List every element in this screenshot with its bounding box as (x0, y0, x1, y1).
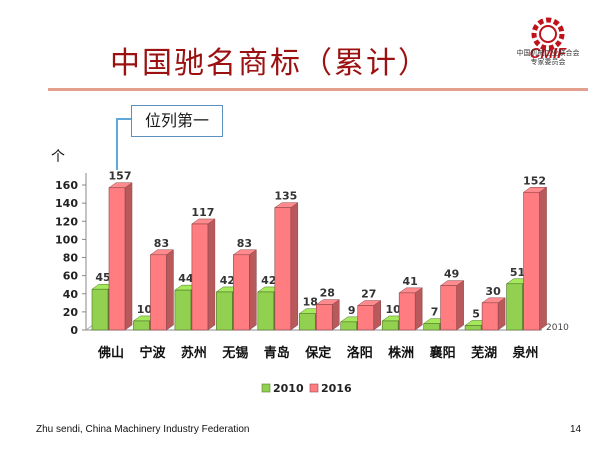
category-label-泉州: 泉州 (513, 345, 539, 361)
category-label-无锡: 无锡 (221, 345, 248, 361)
legend-label-2016: 2016 (321, 382, 352, 395)
value-label-2016-株洲: 41 (403, 275, 418, 288)
value-label-2010-佛山: 45 (95, 271, 110, 284)
gear-icon (531, 17, 565, 51)
callout-connector-vertical (116, 118, 118, 170)
legend-label-2010: 2010 (273, 382, 304, 395)
y-tick-label: 160 (55, 179, 78, 192)
bar-side-2016-佛山 (124, 182, 133, 331)
bar-2010-佛山 (91, 288, 109, 331)
slide-title: 中国驰名商标（累计） (110, 46, 430, 81)
value-label-2016-苏州: 117 (191, 206, 214, 219)
y-tick-label: 20 (63, 306, 79, 319)
bar-side-2016-苏州 (207, 218, 216, 331)
bar-2016-无锡 (233, 254, 250, 331)
bar-2016-保定 (315, 304, 333, 331)
bar-2010-保定 (298, 313, 316, 331)
category-label-保定: 保定 (304, 345, 331, 361)
bar-side-2016-泉州 (539, 186, 547, 331)
value-label-2016-洛阳: 27 (361, 288, 376, 301)
logo-org-name: 中国机械工业联合会 (516, 49, 580, 57)
bar-2010-襄阳 (423, 323, 440, 331)
value-label-2010-青岛: 42 (261, 274, 276, 287)
bar-2016-宁波 (150, 254, 167, 331)
value-label-2010-宁波: 10 (137, 303, 153, 316)
y-tick-label: 40 (63, 288, 79, 301)
bar-2010-洛阳 (340, 321, 358, 331)
value-label-2010-襄阳: 7 (431, 306, 439, 319)
bar-2010-青岛 (257, 291, 275, 331)
bar-2016-株洲 (398, 292, 416, 331)
y-tick-label: 60 (63, 270, 79, 283)
value-label-2010-洛阳: 9 (348, 304, 356, 317)
y-tick-label: 120 (55, 215, 78, 228)
page-number: 14 (570, 424, 582, 435)
y-tick-label: 0 (70, 324, 78, 337)
bar-2010-宁波 (133, 320, 150, 331)
footer-author: Zhu sendi, China Machinery Industry Fede… (36, 424, 250, 435)
callout-first-place: 位列第一 (131, 105, 223, 137)
category-label-襄阳: 襄阳 (429, 345, 456, 361)
category-label-青岛: 青岛 (264, 345, 290, 361)
y-tick-label: 80 (63, 252, 79, 265)
value-label-2010-芜湖: 5 (472, 307, 480, 320)
bar-2016-襄阳 (440, 285, 457, 331)
value-label-2010-无锡: 42 (220, 274, 235, 287)
bar-2016-佛山 (108, 187, 126, 331)
value-label-2016-青岛: 135 (274, 190, 297, 203)
value-label-2010-泉州: 51 (510, 266, 525, 279)
bar-2010-芜湖 (464, 325, 482, 331)
bar-2016-青岛 (274, 207, 292, 331)
y-tick-label: 100 (55, 233, 78, 246)
legend-swatch-2010 (261, 383, 271, 393)
value-label-2016-佛山: 157 (109, 170, 132, 183)
bar-side-2016-襄阳 (456, 280, 464, 331)
title-divider (48, 88, 588, 91)
category-label-洛阳: 洛阳 (347, 345, 373, 361)
bar-2016-泉州 (523, 191, 540, 331)
bar-2010-泉州 (506, 283, 523, 331)
bar-2016-芜湖 (481, 302, 499, 331)
bar-2016-苏州 (191, 223, 209, 331)
value-label-2010-株洲: 10 (386, 303, 402, 316)
category-label-苏州: 苏州 (181, 345, 207, 361)
value-label-2010-苏州: 44 (178, 272, 194, 285)
value-label-2016-无锡: 83 (237, 237, 252, 250)
bar-side-2016-无锡 (249, 249, 257, 331)
value-label-2016-泉州: 152 (523, 174, 546, 187)
bar-side-2016-青岛 (290, 202, 299, 331)
value-label-2016-芜湖: 30 (485, 285, 501, 298)
bar-side-2016-芜湖 (497, 297, 506, 331)
bar-2010-苏州 (174, 289, 192, 331)
bar-2010-株洲 (381, 320, 399, 331)
value-label-2016-襄阳: 49 (444, 268, 459, 281)
bar-side-2016-株洲 (414, 287, 423, 331)
cmif-logo: CMIF (530, 17, 567, 62)
category-label-宁波: 宁波 (139, 345, 166, 361)
value-label-2016-宁波: 83 (154, 237, 169, 250)
callout-connector-horizontal (116, 118, 132, 120)
category-label-佛山: 佛山 (97, 345, 124, 361)
category-label-芜湖: 芜湖 (471, 345, 497, 361)
category-label-株洲: 株洲 (388, 345, 414, 361)
bar-2010-无锡 (216, 291, 233, 331)
y-axis-unit: 个 (51, 149, 65, 165)
bar-side-2016-宁波 (166, 249, 174, 331)
logo-org-sub: 专家委员会 (530, 58, 566, 66)
y-tick-label: 140 (55, 197, 78, 210)
logo-mark-text: CMIF (530, 45, 567, 62)
legend-swatch-2016 (309, 383, 319, 393)
bar-2016-洛阳 (357, 305, 375, 331)
value-label-2016-保定: 28 (320, 287, 335, 300)
annotation-year: 2010 (546, 323, 569, 333)
value-label-2010-保定: 18 (303, 296, 318, 309)
